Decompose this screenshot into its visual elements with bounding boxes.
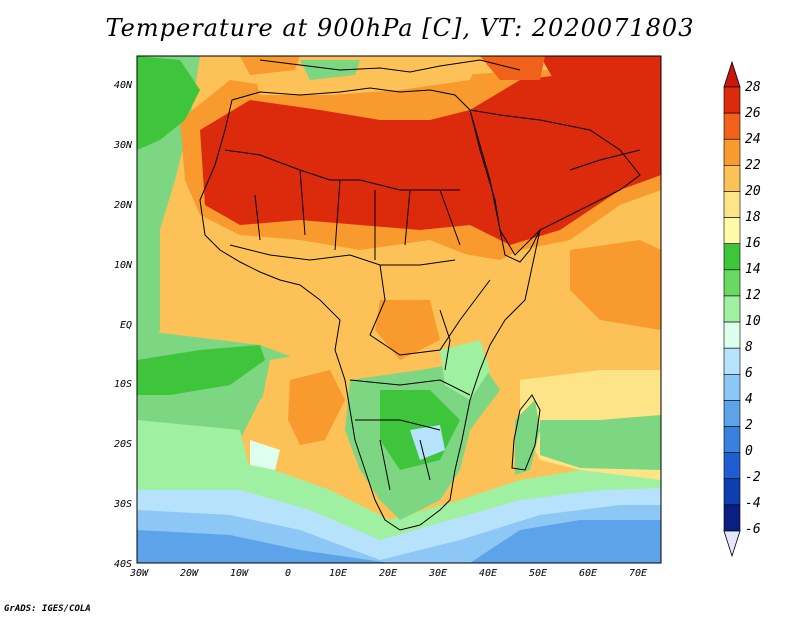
colorbar-segment — [723, 321, 741, 349]
colorbar-bottom-triangle — [723, 530, 741, 558]
lon-tick-label: 40E — [479, 568, 497, 579]
colorbar-segment — [723, 426, 741, 453]
temperature-map — [137, 56, 661, 563]
colorbar-segment — [723, 504, 741, 532]
colorbar-label: 4 — [745, 392, 753, 407]
lon-tick-label: 70E — [629, 568, 647, 579]
lon-tick-label: 0 — [285, 568, 291, 579]
colorbar-label: 12 — [745, 288, 761, 303]
lat-tick-label: 30N — [113, 140, 133, 151]
colorbar-segment — [723, 112, 741, 140]
colorbar-label: 10 — [745, 314, 761, 329]
colorbar-label: 18 — [745, 210, 761, 225]
colorbar-segment — [723, 191, 741, 218]
lon-tick-label: 20W — [180, 568, 199, 579]
colorbar-segment — [723, 217, 741, 245]
colorbar-segment — [723, 347, 741, 375]
colorbar-segment — [723, 138, 741, 166]
colorbar-label: -4 — [745, 496, 761, 511]
longitude-axis: 30W 20W 10W 0 10E 20E 30E 40E 50E 60E 70… — [129, 568, 647, 579]
coastlines — [199, 59, 641, 531]
lat-tick-label: 20N — [114, 200, 133, 211]
lat-tick-label: 20S — [114, 439, 132, 450]
lon-tick-label: 30W — [129, 568, 149, 579]
lon-tick-label: 50E — [529, 568, 547, 579]
colorbar-segment — [723, 452, 741, 480]
lon-tick-label: 10E — [329, 568, 347, 579]
lat-tick-label: 10N — [114, 260, 133, 271]
colorbar-label: -2 — [745, 470, 761, 485]
map-frame — [136, 55, 662, 564]
colorbar-label: 28 — [745, 80, 761, 95]
colorbar-labels: 28 26 24 22 20 18 16 14 12 10 8 6 4 2 0 … — [745, 80, 761, 537]
colorbar-segment — [723, 295, 741, 323]
colorbar-segment — [723, 165, 741, 192]
colorbar-label: 8 — [745, 340, 753, 355]
colorbar-label: 16 — [745, 236, 761, 251]
latitude-axis: 40N 30N 20N 10N EQ 10S 20S 30S 40S — [113, 80, 133, 570]
colorbar-label: 14 — [745, 262, 761, 277]
lat-tick-label: 40N — [114, 80, 133, 91]
lon-tick-label: 60E — [579, 568, 597, 579]
colorbar-segment — [723, 373, 741, 401]
colorbar-top-triangle — [723, 60, 741, 88]
grads-credit: GrADS: IGES/COLA — [4, 604, 91, 614]
lat-tick-label: 10S — [114, 379, 132, 390]
lon-tick-label: 30E — [428, 568, 447, 579]
lat-tick-label: EQ — [120, 320, 132, 331]
colorbar-segment — [723, 269, 741, 297]
colorbar-label: 6 — [745, 366, 753, 381]
colorbar-label: 24 — [745, 132, 761, 147]
colorbar-label: 2 — [745, 418, 753, 433]
colorbar-segment — [723, 86, 741, 114]
colorbar-segments — [723, 86, 741, 532]
map-title: Temperature at 900hPa [C], VT: 202007180… — [105, 14, 695, 42]
lon-tick-label: 20E — [379, 568, 397, 579]
lon-tick-label: 10W — [230, 568, 249, 579]
colorbar-segment — [723, 478, 741, 506]
colorbar-segment — [723, 243, 741, 271]
lat-tick-label: 40S — [114, 559, 132, 570]
colorbar-label: 26 — [745, 106, 761, 121]
colorbar-label: 20 — [745, 184, 761, 199]
lat-tick-label: 30S — [113, 499, 132, 510]
colorbar-label: 22 — [745, 158, 761, 173]
colorbar-label: -6 — [745, 522, 761, 537]
colorbar-segment — [723, 400, 741, 427]
colorbar: 28 26 24 22 20 18 16 14 12 10 8 6 4 2 0 … — [723, 60, 761, 558]
colorbar-label: 0 — [745, 444, 753, 459]
